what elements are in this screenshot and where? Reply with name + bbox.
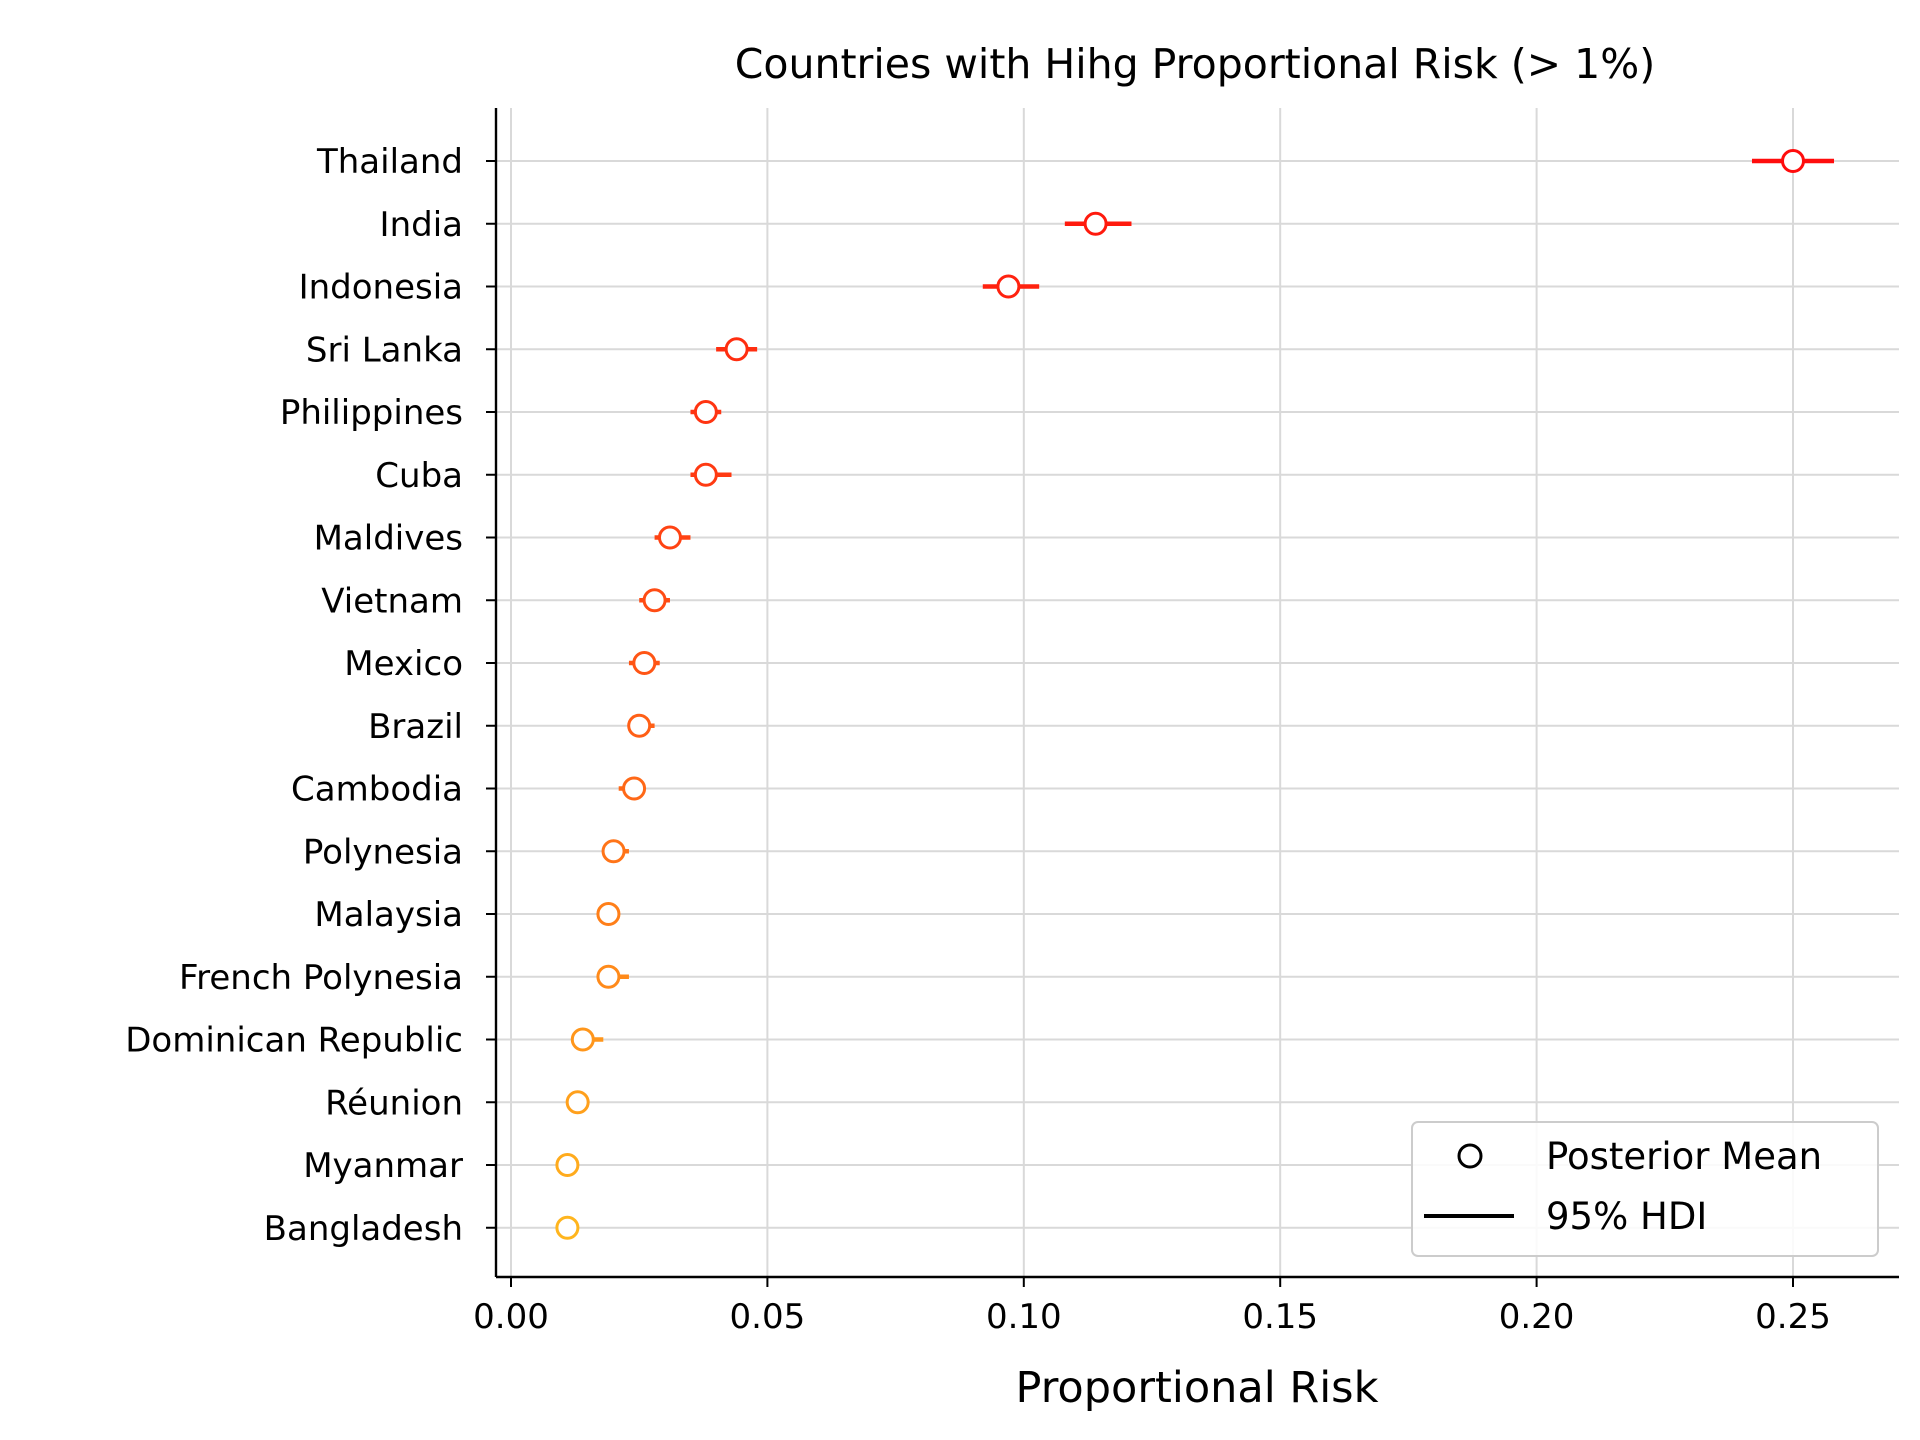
axes: [494, 108, 1899, 1279]
posterior-mean-point: [724, 337, 749, 362]
posterior-mean-point: [657, 525, 682, 550]
posterior-mean-point: [570, 1027, 595, 1052]
y-tick-label: Brazil: [368, 707, 463, 747]
posterior-mean-point: [693, 400, 718, 424]
y-tick-label: Sri Lanka: [306, 330, 463, 370]
y-tick-label: French Polynesia: [179, 958, 463, 998]
posterior-mean-point: [632, 651, 657, 675]
x-axis-label: Proportional Risk: [1016, 1363, 1379, 1413]
y-tick-label: Indonesia: [299, 268, 463, 308]
y-tick-label: Bangladesh: [264, 1209, 463, 1249]
posterior-mean-point: [596, 964, 621, 989]
x-tick-label: 0.10: [986, 1297, 1062, 1337]
posterior-mean-point: [596, 902, 621, 926]
posterior-mean-point: [565, 1090, 590, 1115]
legend-box: [1411, 1121, 1879, 1257]
posterior-mean-point: [555, 1153, 580, 1177]
posterior-mean-point: [627, 713, 652, 738]
y-tick-label: Mexico: [344, 644, 463, 684]
grid: [496, 108, 1899, 1277]
x-tick-label: 0.15: [1242, 1297, 1318, 1337]
x-tick-label: 0.05: [730, 1297, 806, 1337]
y-tick-label: Polynesia: [303, 832, 463, 872]
legend-mean-marker: [1457, 1143, 1483, 1169]
x-tick-labels: 0.00 0.05 0.10 0.15 0.20 0.25: [473, 1277, 1831, 1337]
y-tick-label: Cuba: [375, 456, 463, 496]
posterior-mean-point: [693, 462, 718, 487]
legend-mean-label: Posterior Mean: [1546, 1135, 1822, 1178]
y-tick-label: Cambodia: [291, 770, 463, 810]
x-tick-label: 0.20: [1499, 1297, 1575, 1337]
x-tick-label: 0.25: [1755, 1297, 1831, 1337]
y-tick-label: Réunion: [325, 1083, 463, 1123]
posterior-mean-point: [1083, 211, 1108, 236]
y-tick-label: Philippines: [280, 393, 463, 433]
y-tick-label: Maldives: [314, 519, 463, 559]
posterior-mean-point: [601, 839, 626, 864]
posterior-mean-point: [996, 274, 1021, 299]
y-tick-label: Dominican Republic: [125, 1021, 463, 1061]
x-tick-label: 0.00: [473, 1297, 549, 1337]
legend-hdi-label: 95% HDI: [1546, 1195, 1707, 1238]
posterior-mean-point: [622, 776, 647, 801]
y-tick-labels: Thailand India Indonesia Sri Lanka Philippin…: [125, 142, 496, 1249]
legend: Posterior Mean 95% HDI: [1411, 1121, 1879, 1257]
chart-title: Countries with Hihg Proportional Risk (>…: [735, 40, 1655, 88]
y-tick-label: Malaysia: [314, 895, 463, 935]
posterior-mean-point: [555, 1215, 580, 1240]
plot-marks: [555, 149, 1835, 1240]
y-tick-label: Myanmar: [303, 1146, 463, 1186]
y-tick-label: Vietnam: [321, 581, 463, 621]
posterior-mean-point: [642, 588, 667, 613]
y-tick-label: India: [380, 205, 463, 245]
y-tick-label: Thailand: [316, 142, 463, 182]
posterior-mean-point: [1781, 149, 1805, 173]
